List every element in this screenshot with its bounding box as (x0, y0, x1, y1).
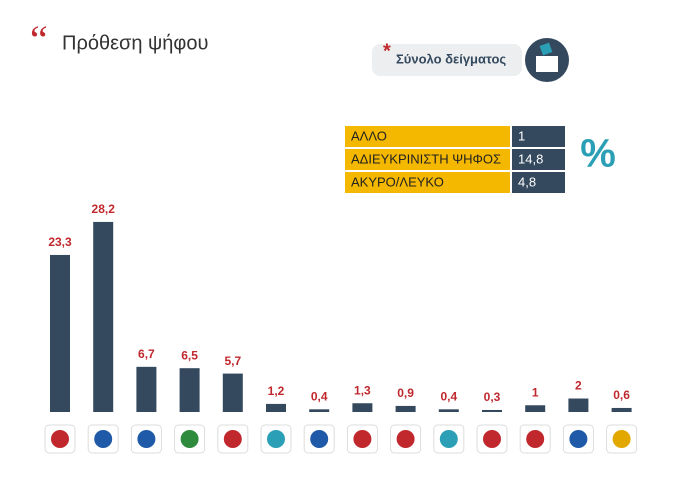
party-logo-mark (439, 430, 458, 448)
table-label: ΑΛΛΟ (351, 128, 387, 143)
party-logo-mark (569, 430, 588, 448)
bar (525, 405, 546, 412)
ballot-paper (539, 42, 553, 56)
table-value: 4,8 (518, 174, 536, 189)
value-label: 1,3 (354, 383, 371, 397)
sample-box (372, 44, 522, 76)
table-label-cell (345, 149, 510, 170)
party-logo-mark (353, 430, 372, 448)
value-label: 23,3 (48, 235, 72, 249)
ballot-box (536, 56, 558, 72)
value-label: 1,2 (268, 384, 285, 398)
table-value-cell (512, 126, 565, 147)
bar (482, 409, 502, 412)
table-label: ΑΔΙΕΥΚΡΙΝΙΣΤΗ ΨΗΦΟΣ (351, 151, 501, 166)
bar (222, 373, 243, 412)
party-logo-mark (483, 430, 501, 448)
bar (395, 405, 416, 412)
value-label: 6,5 (181, 348, 198, 362)
table-value-cell (512, 172, 565, 193)
value-label: 6,7 (138, 347, 155, 361)
party-logo-mark (310, 430, 329, 448)
bar (136, 366, 157, 412)
value-label: 1 (532, 385, 539, 399)
value-label: 0,9 (397, 386, 414, 400)
party-logo-mark (267, 430, 285, 448)
value-label: 0,3 (484, 390, 501, 404)
value-label: 2 (575, 379, 582, 393)
table-label: ΑΚΥΡΟ/ΛΕΥΚΟ (351, 174, 444, 189)
quote-mark: “ (30, 17, 48, 62)
party-logo-mark (612, 430, 631, 448)
party-logo-mark (137, 430, 156, 448)
value-label: 0,4 (440, 389, 457, 403)
party-logo-mark (180, 430, 199, 448)
percent-sign: % (580, 132, 616, 176)
bar (266, 403, 286, 412)
value-label: 0,4 (311, 389, 328, 403)
party-logo-mark (396, 430, 415, 448)
bar (352, 403, 373, 412)
bar (611, 407, 632, 412)
bar (438, 409, 459, 412)
sample-label: Σύνολο δείγματος (396, 51, 506, 66)
bar (50, 254, 70, 412)
value-label: 5,7 (224, 354, 241, 368)
party-logo-mark (94, 430, 113, 448)
table-value: 1 (518, 128, 525, 143)
table-value-cell (512, 149, 565, 170)
value-label: 28,2 (92, 202, 116, 216)
asterisk: * (383, 40, 391, 62)
party-logo-mark (223, 430, 242, 448)
value-label: 0,6 (613, 388, 630, 402)
table-value: 14,8 (518, 151, 543, 166)
table-label-cell (345, 126, 510, 147)
bar (179, 368, 200, 412)
bar (568, 398, 589, 412)
bar (309, 409, 330, 412)
bar (93, 221, 114, 412)
party-logo-mark (526, 430, 545, 448)
party-logo-mark (51, 430, 69, 448)
table-label-cell (345, 172, 510, 193)
chart-title: Πρόθεση ψήφου (62, 32, 208, 54)
